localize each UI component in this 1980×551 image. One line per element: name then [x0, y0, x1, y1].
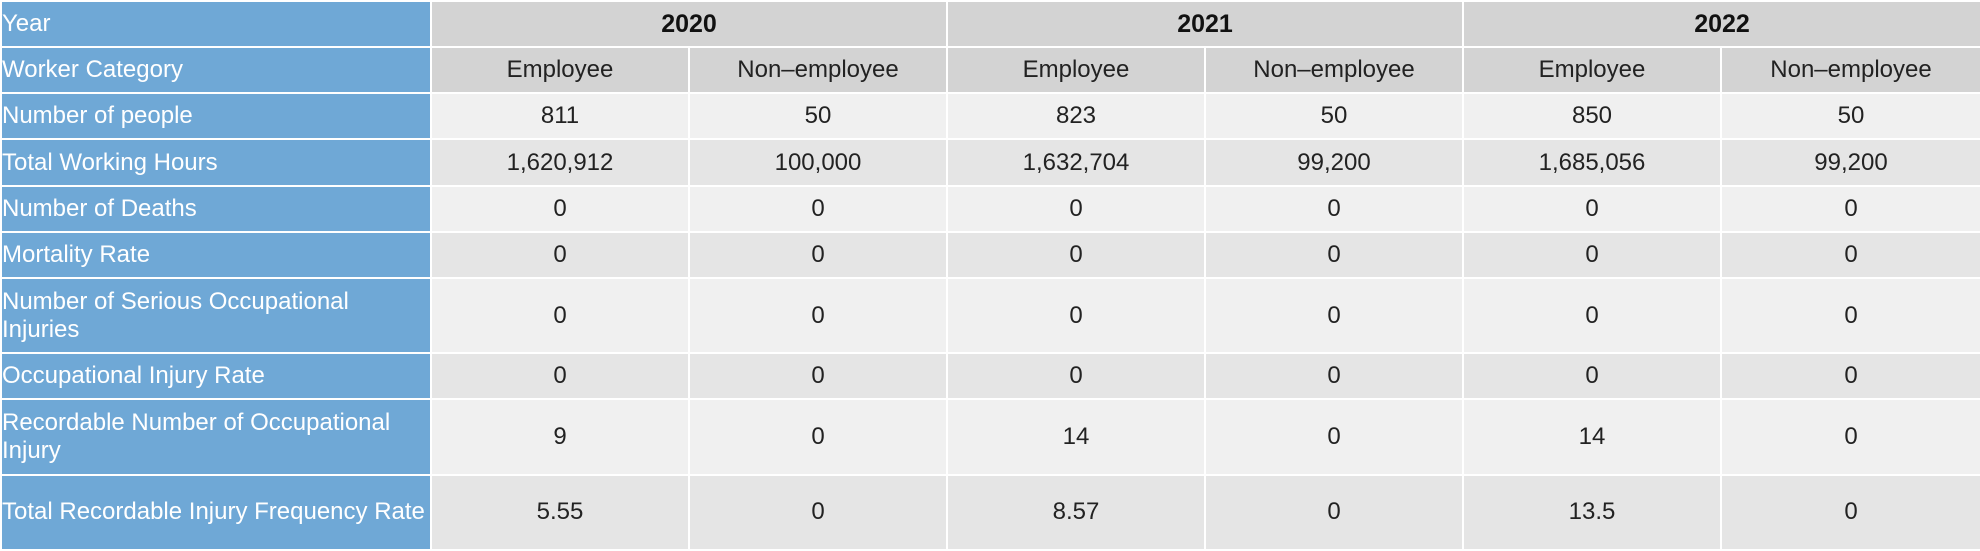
table-cell: 850	[1462, 92, 1722, 141]
worker-category-label: Worker Category	[0, 46, 432, 95]
table-row: Recordable Number of Occupational Injury…	[0, 398, 1980, 476]
worker-category-row: Worker Category Employee Non–employee Em…	[0, 46, 1980, 95]
table-cell: 0	[946, 352, 1206, 401]
table-cell: 0	[1204, 184, 1464, 233]
table-row: Total Working Hours 1,620,912 100,000 1,…	[0, 138, 1980, 187]
table-cell: 0	[1462, 230, 1722, 279]
table-row: Occupational Injury Rate 0 0 0 0 0 0	[0, 352, 1980, 401]
category-header: Non–employee	[688, 46, 948, 95]
year-2020-header: 2020	[430, 0, 948, 49]
table-cell: 0	[946, 230, 1206, 279]
table-cell: 0	[1204, 276, 1464, 355]
table-cell: 0	[1462, 276, 1722, 355]
table-cell: 811	[430, 92, 690, 141]
table-cell: 0	[1204, 398, 1464, 476]
table-row: Number of Deaths 0 0 0 0 0 0	[0, 184, 1980, 233]
table-cell: 5.55	[430, 473, 690, 551]
row-label: Total Recordable Injury Frequency Rate	[0, 473, 432, 551]
table-cell: 14	[1462, 398, 1722, 476]
row-label: Number of Serious Occupational Injuries	[0, 276, 432, 355]
category-header: Non–employee	[1204, 46, 1464, 95]
table-cell: 0	[1204, 352, 1464, 401]
row-label: Number of Deaths	[0, 184, 432, 233]
table-row: Total Recordable Injury Frequency Rate 5…	[0, 473, 1980, 551]
table-cell: 8.57	[946, 473, 1206, 551]
table-cell: 100,000	[688, 138, 948, 187]
table-cell: 0	[1720, 473, 1980, 551]
table-cell: 1,620,912	[430, 138, 690, 187]
year-2022-header: 2022	[1462, 0, 1980, 49]
table-cell: 0	[430, 276, 690, 355]
table-cell: 0	[688, 230, 948, 279]
table-cell: 14	[946, 398, 1206, 476]
table-row: Mortality Rate 0 0 0 0 0 0	[0, 230, 1980, 279]
year-2021-header: 2021	[946, 0, 1464, 49]
table-cell: 1,685,056	[1462, 138, 1722, 187]
table-cell: 0	[688, 398, 948, 476]
table-cell: 13.5	[1462, 473, 1722, 551]
table-cell: 0	[688, 352, 948, 401]
table-cell: 0	[430, 230, 690, 279]
table-row: Number of Serious Occupational Injuries …	[0, 276, 1980, 355]
row-label: Number of people	[0, 92, 432, 141]
table-cell: 823	[946, 92, 1206, 141]
table-cell: 99,200	[1204, 138, 1464, 187]
table-cell: 99,200	[1720, 138, 1980, 187]
table-cell: 0	[946, 184, 1206, 233]
category-header: Employee	[946, 46, 1206, 95]
table-cell: 50	[688, 92, 948, 141]
table-cell: 0	[1462, 184, 1722, 233]
year-row-label: Year	[0, 0, 432, 49]
table-cell: 0	[946, 276, 1206, 355]
category-header: Employee	[1462, 46, 1722, 95]
year-header-row: Year 2020 2021 2022	[0, 0, 1980, 49]
table-cell: 0	[688, 184, 948, 233]
table-cell: 0	[688, 473, 948, 551]
table-cell: 0	[430, 184, 690, 233]
table-cell: 0	[1204, 230, 1464, 279]
table-cell: 0	[1720, 276, 1980, 355]
table-cell: 1,632,704	[946, 138, 1206, 187]
table-cell: 50	[1204, 92, 1464, 141]
table-cell: 9	[430, 398, 690, 476]
table-cell: 50	[1720, 92, 1980, 141]
table-cell: 0	[1720, 352, 1980, 401]
category-header: Non–employee	[1720, 46, 1980, 95]
table-row: Number of people 811 50 823 50 850 50	[0, 92, 1980, 141]
row-label: Mortality Rate	[0, 230, 432, 279]
table-cell: 0	[688, 276, 948, 355]
row-label: Occupational Injury Rate	[0, 352, 432, 401]
category-header: Employee	[430, 46, 690, 95]
table-cell: 0	[1720, 398, 1980, 476]
table-cell: 0	[430, 352, 690, 401]
row-label: Total Working Hours	[0, 138, 432, 187]
table-cell: 0	[1462, 352, 1722, 401]
row-label: Recordable Number of Occupational Injury	[0, 398, 432, 476]
table-cell: 0	[1720, 184, 1980, 233]
table-cell: 0	[1720, 230, 1980, 279]
table-cell: 0	[1204, 473, 1464, 551]
